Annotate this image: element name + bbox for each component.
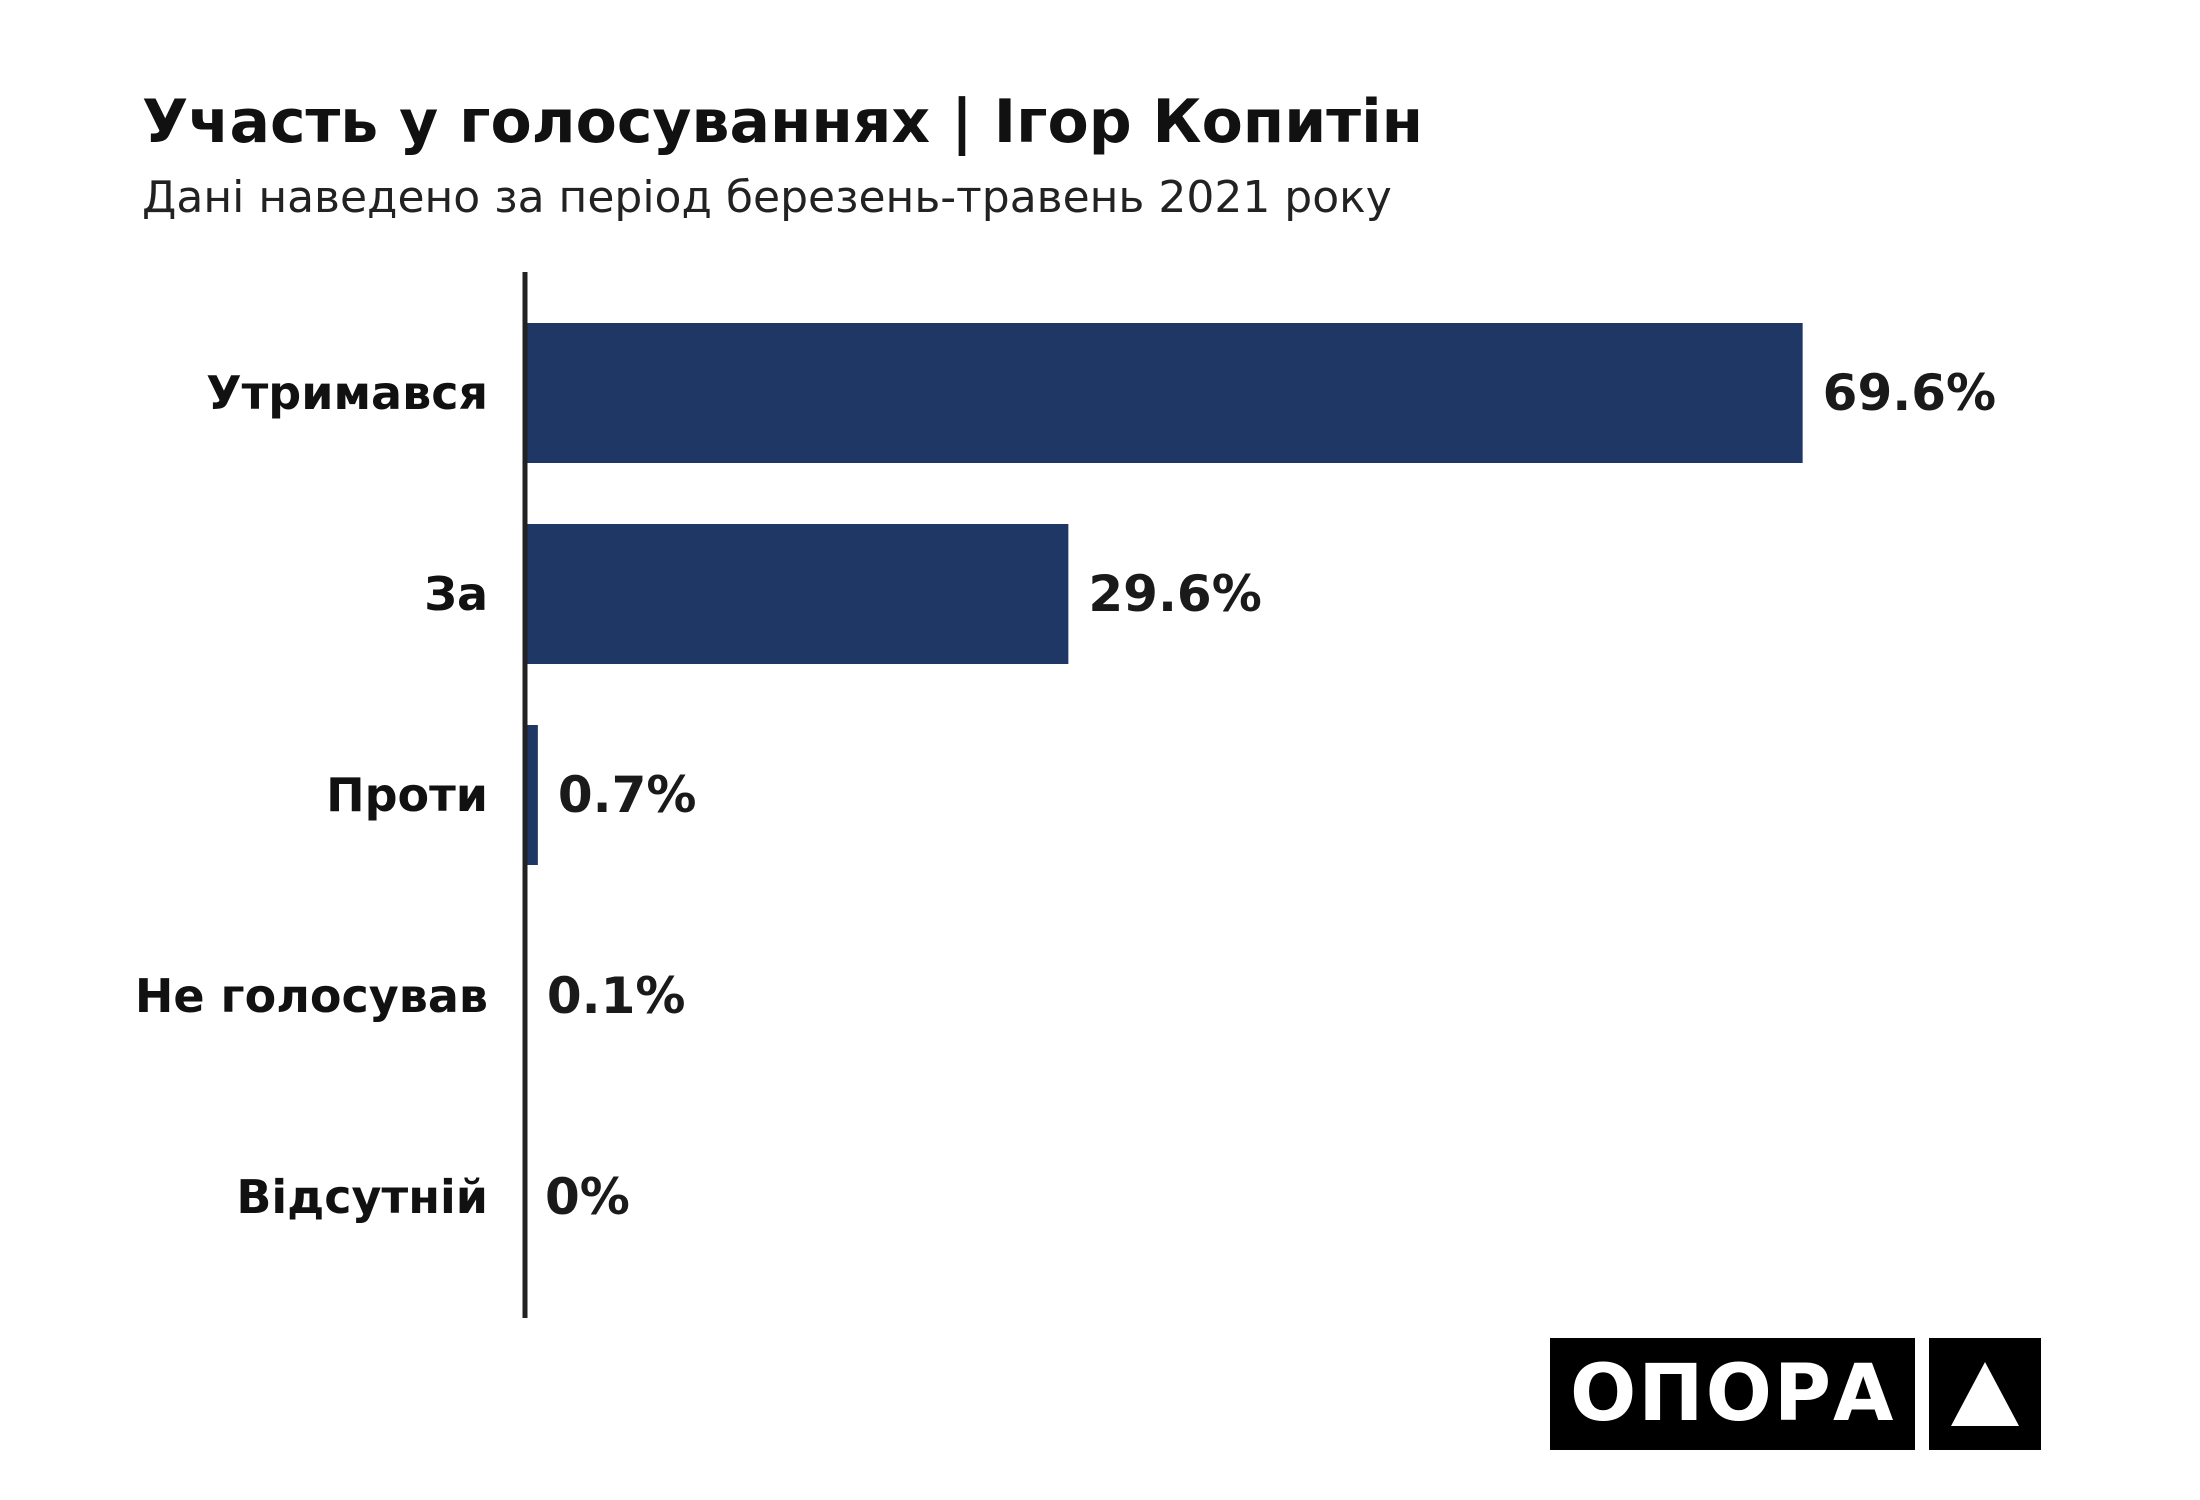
category-label-4: Відсутній bbox=[236, 1170, 488, 1224]
bar-2 bbox=[525, 725, 538, 865]
chart-subtitle: Дані наведено за період березень-травень… bbox=[142, 172, 1392, 223]
labels-layer: Утримався 69.6% За 29.6% Проти 0.7% Не голосув… bbox=[135, 364, 1996, 1226]
bar-0 bbox=[525, 323, 1803, 463]
category-label-0: Утримався bbox=[206, 366, 488, 420]
value-label-0: 69.6% bbox=[1823, 364, 1996, 422]
opora-logo: ОПОРА bbox=[1550, 1338, 2042, 1450]
value-label-2: 0.7% bbox=[558, 766, 697, 824]
bars-layer bbox=[525, 323, 1803, 1066]
chart-title: Участь у голосуваннях | Ігор Копитін bbox=[142, 87, 1424, 157]
value-label-4: 0% bbox=[545, 1168, 630, 1226]
triangle-icon bbox=[1951, 1362, 2020, 1426]
value-label-1: 29.6% bbox=[1088, 565, 1261, 623]
category-label-3: Не голосував bbox=[135, 969, 488, 1023]
category-label-1: За bbox=[424, 567, 488, 621]
category-label-2: Проти bbox=[326, 768, 488, 822]
logo-triangle-icon bbox=[1929, 1338, 2042, 1450]
value-label-3: 0.1% bbox=[547, 967, 686, 1025]
bar-1 bbox=[525, 524, 1069, 664]
logo-wordmark: ОПОРА bbox=[1550, 1338, 1916, 1450]
